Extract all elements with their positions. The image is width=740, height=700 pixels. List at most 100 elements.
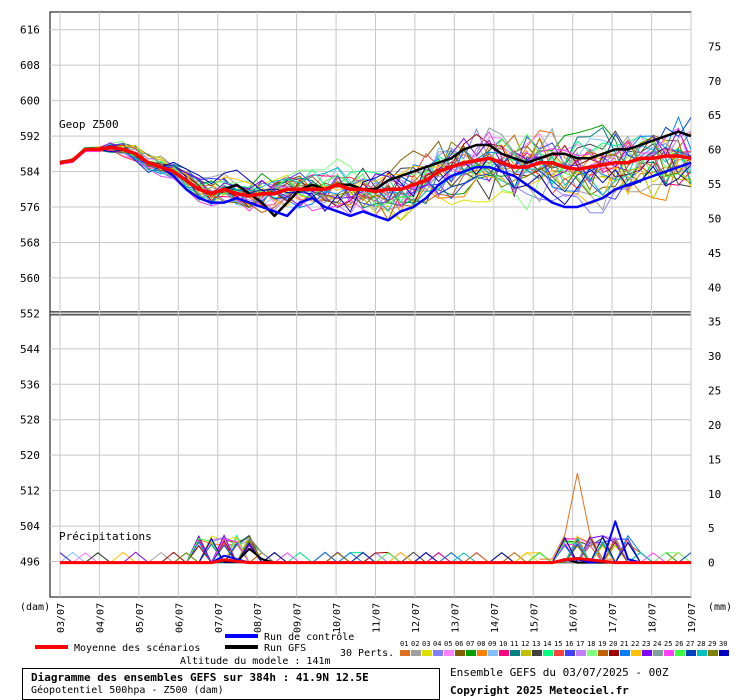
x-tick: 14/07 xyxy=(490,603,501,633)
member-line xyxy=(59,139,692,208)
x-tick: 13/07 xyxy=(450,603,461,633)
x-tick: 09/07 xyxy=(293,603,304,633)
y-tick-left: 584 xyxy=(20,166,40,179)
y-tick-right: 10 xyxy=(708,488,721,501)
member-swatch xyxy=(477,650,487,656)
member-number: 21 xyxy=(620,640,628,648)
member-swatch xyxy=(675,650,685,656)
member-swatch xyxy=(576,650,586,656)
member-number: 24 xyxy=(653,640,661,648)
member-swatch xyxy=(488,650,498,656)
y-tick-right: 0 xyxy=(708,557,715,570)
y-tick-right: 30 xyxy=(708,350,721,363)
member-line xyxy=(59,148,692,213)
legend-gfs-label: Run GFS xyxy=(264,643,306,654)
precip-label: Précipitations xyxy=(59,530,152,543)
y-tick-right: 45 xyxy=(708,247,721,260)
ensemble-members xyxy=(59,115,692,222)
run-info: Ensemble GEFS du 03/07/2025 - 00Z xyxy=(450,666,669,679)
member-number: 14 xyxy=(543,640,551,648)
member-swatch xyxy=(642,650,652,656)
x-tick: 06/07 xyxy=(174,603,185,633)
x-tick: 15/07 xyxy=(529,603,540,633)
member-swatch xyxy=(565,650,575,656)
member-number: 26 xyxy=(675,640,683,648)
footer-subtitle: Géopotentiel 500hpa - Z500 (dam) xyxy=(31,685,224,696)
y-tick-right: 15 xyxy=(708,453,721,466)
x-tick: 05/07 xyxy=(135,603,146,633)
x-tick: 12/07 xyxy=(411,603,422,633)
altitude-label: Altitude du modele : 141m xyxy=(180,656,331,667)
member-number: 29 xyxy=(708,640,716,648)
y-tick-right: 50 xyxy=(708,212,721,225)
y-tick-right: 75 xyxy=(708,40,721,53)
member-line xyxy=(59,133,692,209)
x-tick: 16/07 xyxy=(569,603,580,633)
x-tick: 08/07 xyxy=(253,603,264,633)
y-tick-left: 520 xyxy=(20,449,40,462)
x-tick: 07/07 xyxy=(214,603,225,633)
member-number: 07 xyxy=(466,640,474,648)
member-number: 18 xyxy=(587,640,595,648)
member-number: 06 xyxy=(455,640,463,648)
y-tick-right: 65 xyxy=(708,109,721,122)
member-number: 01 xyxy=(400,640,408,648)
x-tick: 04/07 xyxy=(95,603,106,633)
member-number: 17 xyxy=(576,640,584,648)
member-swatch xyxy=(543,650,553,656)
member-number: 28 xyxy=(697,640,705,648)
member-number: 04 xyxy=(433,640,441,648)
y-tick-right: 20 xyxy=(708,419,721,432)
info-box: Diagramme des ensembles GEFS sur 384h : … xyxy=(22,668,440,700)
member-number: 02 xyxy=(411,640,419,648)
y-tick-left: 512 xyxy=(20,485,40,498)
member-swatch xyxy=(697,650,707,656)
y-tick-left: 560 xyxy=(20,272,40,285)
member-swatch xyxy=(598,650,608,656)
y-tick-right: 60 xyxy=(708,144,721,157)
y-unit-right: (mm) xyxy=(708,602,732,613)
member-swatch xyxy=(532,650,542,656)
legend-mean-label: Moyenne des scénarios xyxy=(74,642,200,654)
y-axis-left: 616 608 600 592 584 576 568 560 552 544 536 528 520 5… xyxy=(20,24,40,569)
member-swatch xyxy=(719,650,729,656)
x-tick: 03/07 xyxy=(56,603,67,633)
member-swatch xyxy=(433,650,443,656)
y-tick-left: 504 xyxy=(20,520,40,533)
member-legend: 01 02 03 04 05 06 07 08 09 10 11 12 13 14 15 16 17 18 19 20… xyxy=(400,640,729,656)
member-number: 03 xyxy=(422,640,430,648)
y-tick-left: 544 xyxy=(20,343,40,356)
y-tick-left: 616 xyxy=(20,24,40,37)
geop-label: Geop Z500 xyxy=(59,118,119,131)
x-tick: 17/07 xyxy=(608,603,619,633)
y-tick-right: 70 xyxy=(708,75,721,88)
legend-control-label: Run de contrôle xyxy=(264,631,354,643)
member-swatch xyxy=(521,650,531,656)
member-swatch xyxy=(631,650,641,656)
member-number: 20 xyxy=(609,640,617,648)
y-tick-left: 536 xyxy=(20,378,40,391)
footer-title: Diagramme des ensembles GEFS sur 384h : … xyxy=(31,671,369,684)
member-swatch xyxy=(466,650,476,656)
member-number: 05 xyxy=(444,640,452,648)
member-number: 22 xyxy=(631,640,639,648)
legend-perts-label: 30 Perts. xyxy=(340,648,394,659)
member-number: 10 xyxy=(499,640,507,648)
member-swatch xyxy=(411,650,421,656)
y-tick-left: 576 xyxy=(20,201,40,214)
y-tick-left: 528 xyxy=(20,414,40,427)
member-number: 25 xyxy=(664,640,672,648)
y-tick-left: 496 xyxy=(20,556,40,569)
member-swatch xyxy=(686,650,696,656)
member-number: 16 xyxy=(565,640,573,648)
member-swatch xyxy=(609,650,619,656)
member-swatch xyxy=(422,650,432,656)
member-swatch xyxy=(455,650,465,656)
y-tick-left: 592 xyxy=(20,130,40,143)
member-swatch xyxy=(708,650,718,656)
x-tick: 18/07 xyxy=(648,603,659,633)
member-number: 13 xyxy=(532,640,540,648)
member-number: 11 xyxy=(510,640,518,648)
y-tick-right: 5 xyxy=(708,522,715,535)
